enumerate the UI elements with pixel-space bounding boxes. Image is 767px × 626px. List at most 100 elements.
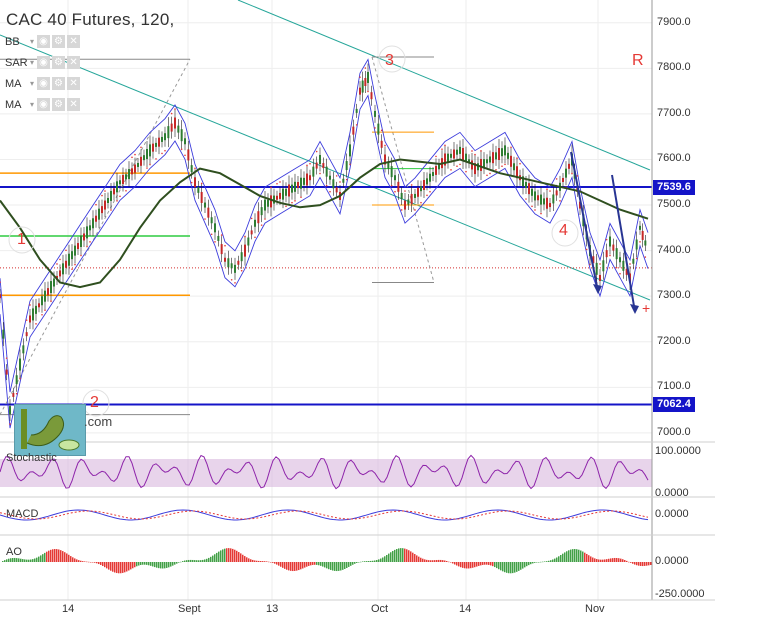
ao-bar (520, 562, 522, 570)
ao-bar (400, 548, 402, 562)
candle-body (335, 187, 338, 193)
chevron-down-icon[interactable]: ▾ (30, 100, 35, 109)
ao-bar (436, 559, 438, 562)
candle-body (552, 194, 555, 204)
ao-bar (490, 562, 492, 566)
candle-body (247, 237, 250, 246)
logo-icon (21, 409, 80, 451)
y-tick-label: 7700.0 (657, 106, 691, 119)
gear-icon[interactable]: ⚙ (52, 77, 66, 90)
indicator-row[interactable]: MA ▾ ◉ ⚙ ✕ (5, 98, 82, 111)
ao-bar (560, 555, 562, 562)
sar-dot (291, 201, 293, 204)
ao-bar (248, 558, 250, 562)
sar-dot (250, 217, 253, 220)
ao-bar (96, 562, 98, 564)
sar-dot (367, 90, 369, 93)
candle-body (312, 166, 315, 177)
sar-dot (190, 181, 193, 184)
pane-label-macd: MACD (6, 508, 39, 520)
gear-icon[interactable]: ⚙ (52, 56, 66, 69)
ao-bar (60, 550, 62, 562)
sar-dot (194, 167, 196, 170)
ao-bar (98, 562, 100, 565)
sar-dot (345, 178, 348, 181)
indicator-row[interactable]: SAR ▾ ◉ ⚙ ✕ (5, 56, 82, 69)
ao-bar (220, 550, 222, 562)
chevron-down-icon[interactable]: ▾ (30, 37, 35, 46)
wave-circle (551, 219, 579, 247)
candle-body (131, 168, 133, 175)
ao-bar (538, 562, 540, 563)
ao-bar (626, 560, 628, 562)
sar-dot (146, 167, 148, 169)
ao-bar (162, 562, 164, 569)
chevron-down-icon[interactable]: ▾ (30, 58, 35, 67)
sar-dot (161, 152, 163, 155)
eye-icon[interactable]: ◉ (37, 77, 51, 90)
sar-dot (104, 190, 106, 192)
close-icon[interactable]: ✕ (67, 98, 81, 111)
candle-body (267, 199, 269, 207)
ao-bar (374, 560, 376, 562)
eye-icon[interactable]: ◉ (37, 56, 51, 69)
ao-bar (384, 556, 386, 562)
sar-dot (555, 178, 558, 180)
candle-body (210, 217, 213, 224)
close-icon[interactable]: ✕ (67, 77, 81, 90)
ao-bar (24, 559, 26, 562)
sar-dot (220, 234, 223, 236)
close-icon[interactable]: ✕ (67, 35, 81, 48)
candle-body (19, 358, 21, 371)
candle-body (417, 187, 419, 197)
sar-dot (450, 169, 452, 171)
ao-bar (442, 560, 444, 562)
sar-dot (441, 148, 443, 150)
candle-body (345, 161, 348, 171)
sar-dot (285, 205, 287, 208)
crosshair-icon: + (642, 300, 650, 316)
sar-dot (0, 281, 1, 283)
ao-bar (150, 562, 152, 566)
close-icon[interactable]: ✕ (67, 56, 81, 69)
pane-tick-label: 0.0000 (655, 508, 689, 520)
candle-body (456, 149, 458, 155)
ao-bar (336, 562, 338, 572)
ao-bar (324, 562, 326, 568)
gear-icon[interactable]: ⚙ (52, 35, 66, 48)
sar-dot (101, 194, 103, 197)
ao-bar (292, 562, 294, 572)
indicator-row[interactable]: MA ▾ ◉ ⚙ ✕ (5, 77, 82, 90)
ao-bar (66, 553, 68, 562)
sar-dot (41, 313, 43, 316)
eye-icon[interactable]: ◉ (37, 35, 51, 48)
ao-bar (622, 559, 624, 562)
ao-bar (596, 559, 598, 562)
candle-body (257, 211, 260, 224)
indicator-row[interactable]: BB ▾ ◉ ⚙ ✕ (5, 35, 82, 48)
ao-bar (606, 559, 608, 562)
candle-body (612, 244, 615, 251)
candle-body (15, 375, 18, 385)
ao-bar (580, 550, 582, 562)
candle-body (555, 190, 558, 196)
candle-body (315, 162, 318, 169)
sar-dot (50, 300, 52, 302)
ao-bar (174, 562, 176, 565)
candle-body (137, 162, 139, 167)
candle-body (190, 165, 193, 173)
eye-icon[interactable]: ◉ (37, 98, 51, 111)
ao-bar (192, 559, 194, 562)
chevron-down-icon[interactable]: ▾ (30, 79, 35, 88)
candle-body (41, 296, 43, 306)
sar-dot (279, 181, 281, 183)
ao-bar (252, 559, 254, 562)
ao-bar (250, 559, 252, 562)
ao-bar (646, 562, 648, 566)
ao-bar (2, 561, 4, 562)
ao-bar (100, 562, 102, 565)
gear-icon[interactable]: ⚙ (52, 98, 66, 111)
ao-bar (382, 557, 384, 562)
y-tick-label: 7800.0 (657, 61, 691, 74)
